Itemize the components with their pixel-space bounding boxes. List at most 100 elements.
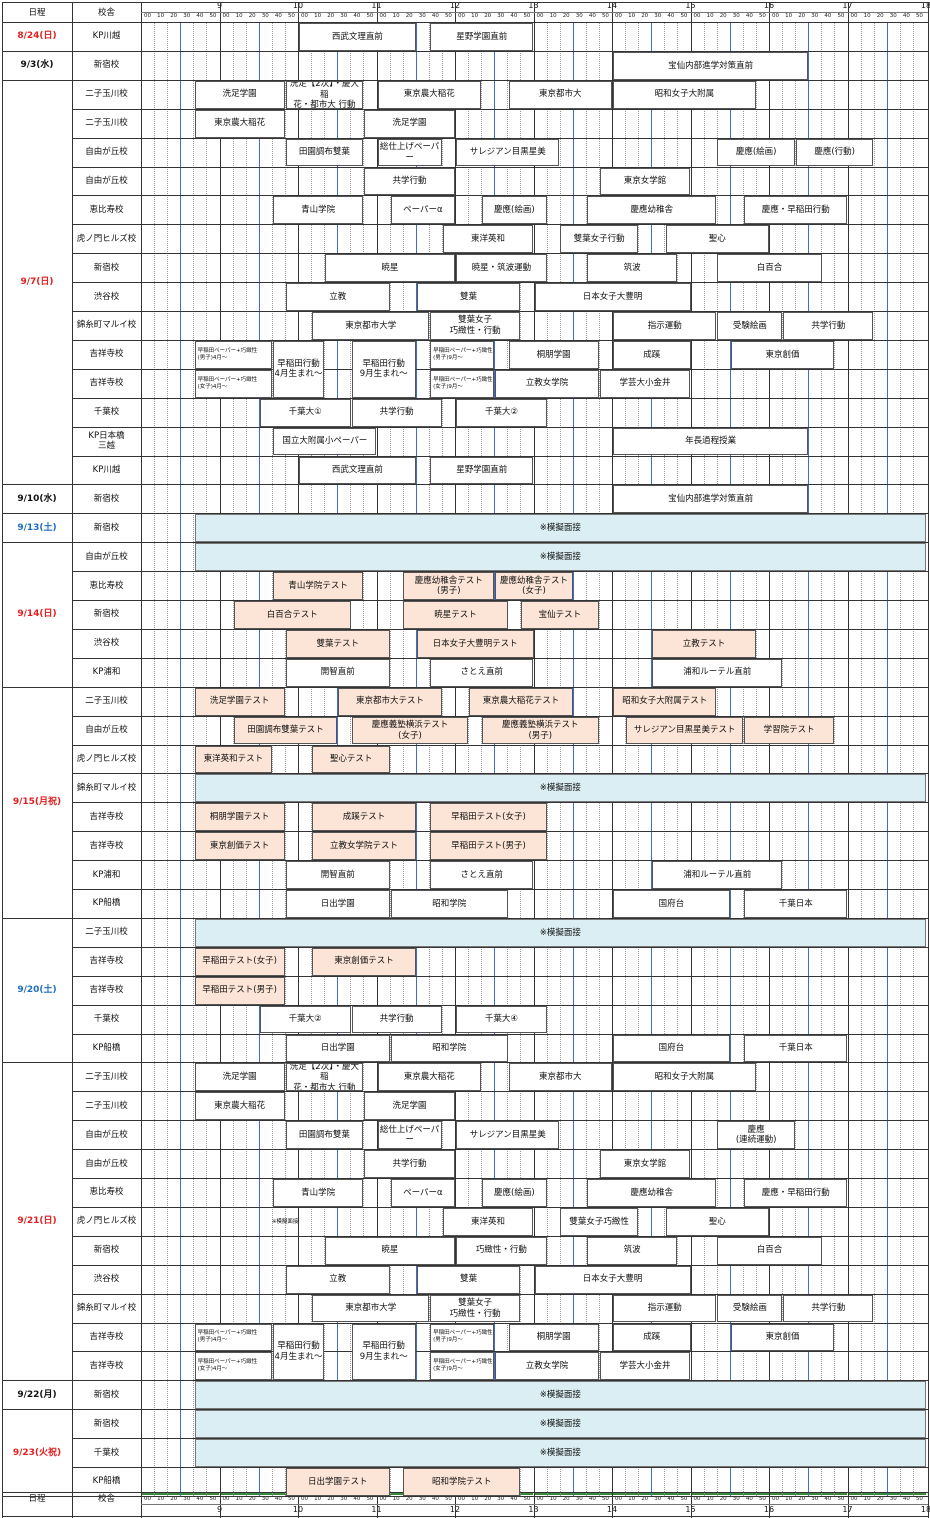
mock-interview-block[interactable]: ※模擬面接: [194, 1439, 926, 1467]
class-session-block[interactable]: 浦和ルーテル直前: [652, 861, 783, 889]
class-session-block[interactable]: 西武文理直前: [299, 23, 416, 51]
class-session-block[interactable]: 東京都市大学: [312, 312, 430, 340]
class-session-block[interactable]: 昭和学院: [390, 1034, 508, 1063]
class-session-block[interactable]: 洗足学園: [194, 80, 285, 109]
class-session-block[interactable]: 昭和女子大附属: [613, 1063, 756, 1092]
class-session-block[interactable]: 学芸大小金井: [599, 369, 691, 398]
class-session-block[interactable]: 早稲田ペーパー+巧緻性 (男子)4月～: [194, 1323, 273, 1352]
test-session-block[interactable]: 早稲田テスト(男子): [194, 976, 285, 1005]
test-session-block[interactable]: 慶應義塾横浜テスト (女子): [351, 716, 469, 745]
class-session-block[interactable]: 東京創価: [730, 1323, 835, 1352]
class-session-block[interactable]: 慶應(絵画): [717, 138, 795, 167]
class-session-block[interactable]: 年長過程授業: [613, 427, 809, 456]
test-session-block[interactable]: 青山学院テスト: [273, 572, 364, 600]
test-session-block[interactable]: 立教女学院テスト: [312, 832, 416, 861]
class-session-block[interactable]: 東洋英和: [442, 1207, 534, 1236]
class-session-block[interactable]: 筑波: [587, 1236, 678, 1265]
class-session-block[interactable]: 千葉大②: [259, 1005, 351, 1034]
test-session-block[interactable]: 東京農大稲花テスト: [469, 687, 573, 716]
test-session-block[interactable]: 成蹊テスト: [312, 803, 416, 832]
test-session-block[interactable]: サレジアン目黒星美テスト: [626, 716, 744, 745]
class-session-block[interactable]: さとえ直前: [430, 658, 534, 687]
class-session-block[interactable]: 慶應幼稚舎: [587, 196, 717, 225]
class-session-block[interactable]: 宝仙内部進学対策直前: [613, 485, 809, 514]
class-session-block[interactable]: 慶應(行動): [795, 138, 874, 167]
mock-interview-block[interactable]: ※模擬面接: [194, 774, 926, 803]
class-session-block[interactable]: 桐朋学園: [508, 340, 599, 369]
mock-interview-block[interactable]: ※模擬面接: [194, 543, 926, 572]
class-session-block[interactable]: 東洋英和: [442, 225, 534, 254]
class-session-block[interactable]: 日出学園: [285, 890, 390, 918]
class-session-block[interactable]: 日本女子大豊明: [534, 283, 691, 311]
class-session-block[interactable]: ※模擬面接: [271, 1218, 299, 1225]
class-session-block[interactable]: 早稲田ペーパー+巧緻性 (男子)4月～: [194, 340, 273, 369]
class-session-block[interactable]: 洗足学園: [364, 109, 455, 138]
test-session-block[interactable]: 東京都市大テスト: [338, 687, 442, 716]
class-session-block[interactable]: 東京農大稲花: [194, 109, 285, 138]
class-session-block[interactable]: 千葉日本: [744, 1034, 848, 1063]
class-session-block[interactable]: 雙葉: [416, 1265, 521, 1294]
class-session-block[interactable]: ペーパーα: [390, 196, 455, 225]
class-session-block[interactable]: 東京創価: [730, 340, 835, 369]
class-session-block[interactable]: サレジアン目黒星美: [456, 1121, 560, 1150]
class-session-block[interactable]: さとえ直前: [430, 861, 534, 889]
class-session-block[interactable]: 千葉大④: [456, 1005, 547, 1034]
class-session-block[interactable]: 青山学院: [273, 1179, 364, 1207]
class-session-block[interactable]: 東京女学館: [599, 1150, 691, 1178]
class-session-block[interactable]: 指示運動: [613, 1294, 717, 1323]
class-session-block[interactable]: 国府台: [613, 890, 730, 918]
class-session-block[interactable]: 東京都市大: [508, 1063, 612, 1092]
class-session-block[interactable]: 受験絵画: [717, 312, 783, 340]
class-session-block[interactable]: 洗足【2次】・慶大稲 花・都市大 行動: [285, 80, 364, 109]
class-session-block[interactable]: 共学行動: [364, 167, 455, 196]
class-session-block[interactable]: 共学行動: [351, 1005, 442, 1034]
test-session-block[interactable]: 慶應義塾横浜テスト (男子): [481, 716, 599, 745]
class-session-block[interactable]: 立教女学院: [495, 369, 599, 398]
class-session-block[interactable]: 共学行動: [783, 312, 874, 340]
class-session-block[interactable]: 雙葉女子行動: [560, 225, 638, 254]
test-session-block[interactable]: 宝仙テスト: [521, 601, 599, 629]
class-session-block[interactable]: 成蹊: [613, 1323, 691, 1352]
class-session-block[interactable]: 早稲田行動 4月生まれ～: [273, 340, 324, 398]
test-session-block[interactable]: 早稲田テスト(女子): [194, 947, 285, 976]
class-session-block[interactable]: 総仕上げペーパー: [377, 138, 442, 167]
class-session-block[interactable]: 暁星: [324, 1236, 455, 1265]
class-session-block[interactable]: 慶應幼稚舎: [587, 1179, 717, 1207]
class-session-block[interactable]: 受験絵画: [717, 1294, 783, 1323]
class-session-block[interactable]: 開智直前: [285, 658, 390, 687]
class-session-block[interactable]: 東京農大稲花: [194, 1092, 285, 1121]
test-session-block[interactable]: 東京創価テスト: [312, 947, 416, 976]
class-session-block[interactable]: 日出学園: [285, 1034, 390, 1063]
class-session-block[interactable]: サレジアン目黒星美: [456, 138, 560, 167]
class-session-block[interactable]: 青山学院: [273, 196, 364, 225]
class-session-block[interactable]: 指示運動: [613, 312, 717, 340]
mock-interview-block[interactable]: ※模擬面接: [194, 1410, 926, 1439]
test-session-block[interactable]: 早稲田テスト(男子): [430, 832, 547, 861]
class-session-block[interactable]: 暁星: [324, 254, 455, 283]
class-session-block[interactable]: 立教: [285, 283, 390, 311]
test-session-block[interactable]: 東京創価テスト: [194, 832, 285, 861]
class-session-block[interactable]: 早稲田ペーパー+巧緻性 (女子)9月～: [430, 1352, 495, 1381]
class-session-block[interactable]: 白百合: [717, 254, 822, 283]
mock-interview-block[interactable]: ※模擬面接: [194, 514, 926, 543]
class-session-block[interactable]: 共学行動: [364, 1150, 455, 1178]
class-session-block[interactable]: 田園調布雙葉: [285, 1121, 364, 1150]
class-session-block[interactable]: 白百合: [717, 1236, 822, 1265]
class-session-block[interactable]: 星野学園直前: [430, 456, 534, 485]
class-session-block[interactable]: 慶應・早稲田行動: [744, 1179, 848, 1207]
class-session-block[interactable]: 開智直前: [285, 861, 390, 889]
class-session-block[interactable]: 早稲田ペーパー+巧緻性 (女子)9月～: [430, 369, 495, 398]
class-session-block[interactable]: 国立大附属小ペーパー: [273, 427, 377, 456]
class-session-block[interactable]: 早稲田ペーパー+巧緻性 (女子)4月～: [194, 1352, 273, 1381]
class-session-block[interactable]: 雙葉女子 巧緻性・行動: [430, 1294, 521, 1323]
class-session-block[interactable]: 東京都市大学: [312, 1294, 430, 1323]
class-session-block[interactable]: 東京農大稲花: [377, 1063, 481, 1092]
test-session-block[interactable]: 桐朋学園テスト: [194, 803, 285, 832]
class-session-block[interactable]: 宝仙内部進学対策直前: [613, 51, 809, 80]
test-session-block[interactable]: 洗足学園テスト: [194, 687, 285, 716]
class-session-block[interactable]: 早稲田行動 9月生まれ～: [351, 340, 416, 398]
test-session-block[interactable]: 慶應幼稚舎テスト (男子): [403, 572, 495, 600]
class-session-block[interactable]: 洗足学園: [364, 1092, 455, 1121]
class-session-block[interactable]: 聖心: [665, 225, 769, 254]
class-session-block[interactable]: 巧緻性・行動: [456, 1236, 547, 1265]
